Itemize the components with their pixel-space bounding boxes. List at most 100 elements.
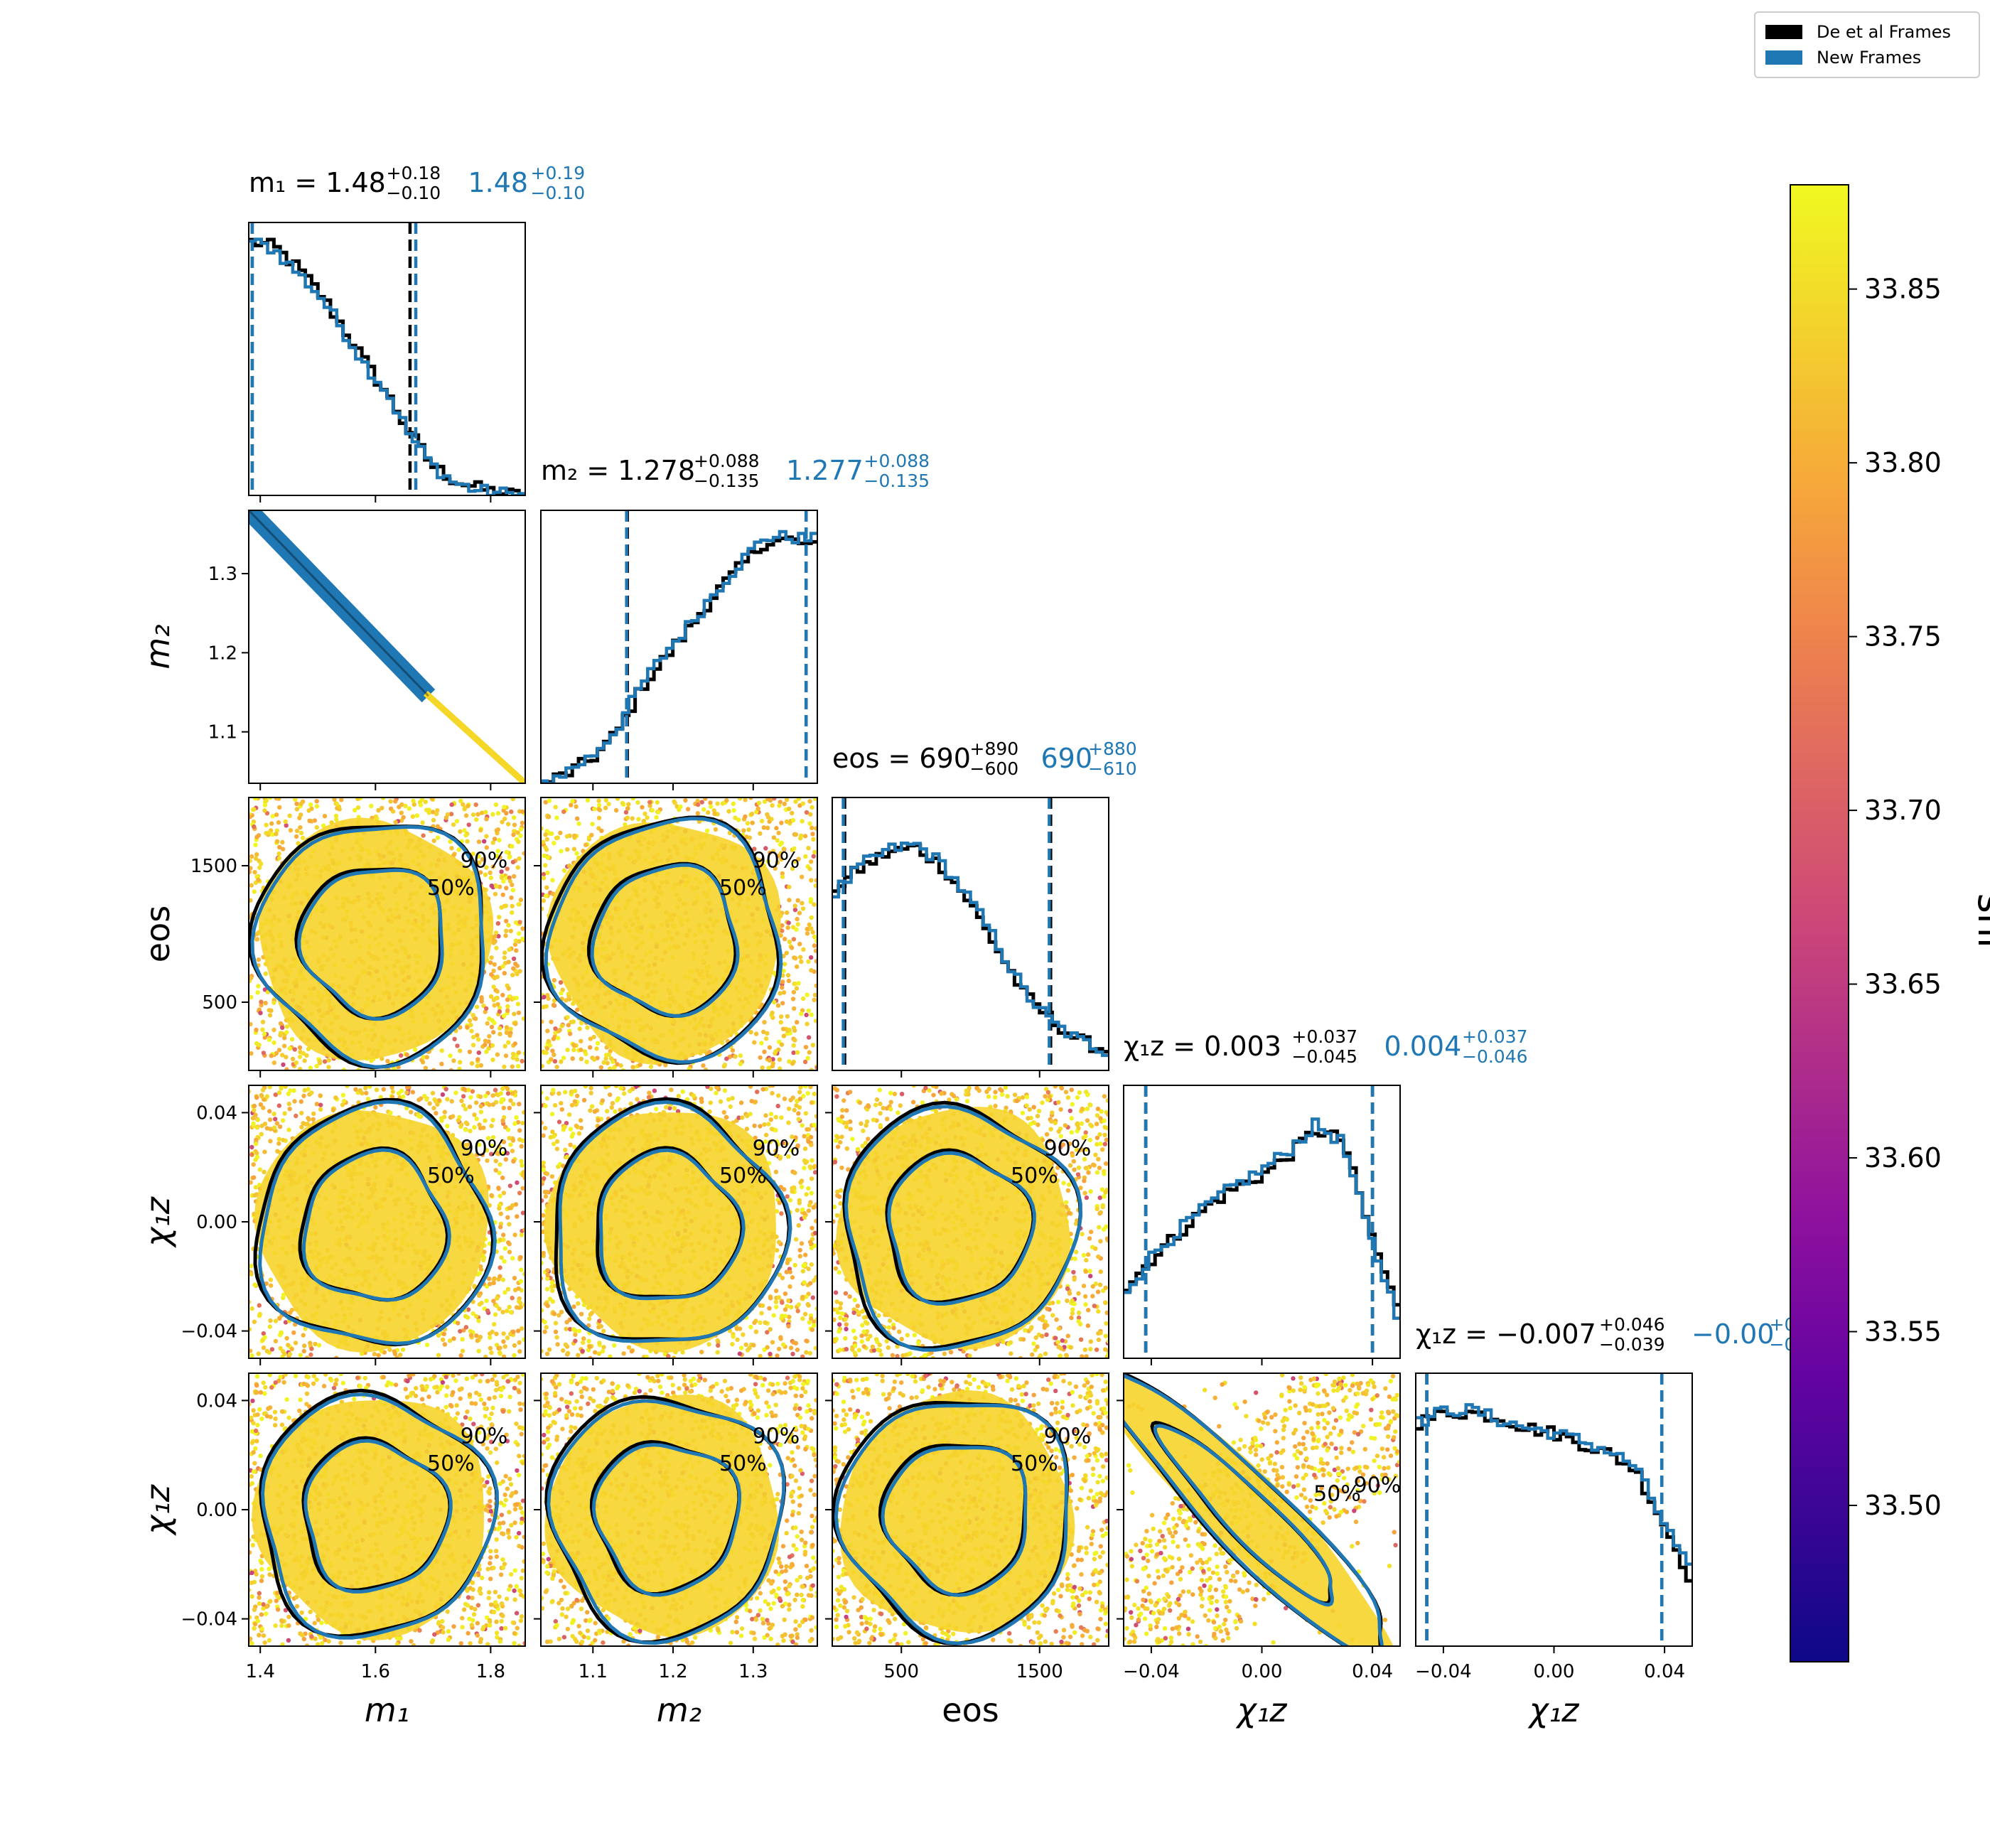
scatter-point [376, 1353, 381, 1358]
scatter-point [520, 936, 525, 942]
scatter-point [556, 1028, 561, 1033]
scatter-point [806, 1008, 812, 1014]
scatter-point [603, 805, 608, 810]
scatter-point [267, 1109, 272, 1114]
scatter-point [314, 1063, 319, 1069]
scatter-point [445, 1124, 450, 1129]
scatter-point [279, 1031, 284, 1036]
scatter-point [264, 822, 269, 827]
scatter-point [393, 820, 398, 825]
scatter-point [630, 1065, 635, 1070]
scatter-point [520, 1210, 525, 1215]
scatter-point [790, 866, 795, 871]
scatter-point [806, 846, 811, 851]
scatter-point [501, 1232, 506, 1237]
scatter-point [554, 1139, 560, 1144]
scatter-point [589, 832, 594, 838]
scatter-point [518, 827, 524, 832]
scatter-point [280, 1025, 285, 1031]
scatter-point [507, 854, 512, 860]
scatter-point [472, 1284, 477, 1289]
scatter-point [443, 815, 449, 820]
scatter-point [468, 1129, 473, 1134]
scatter-point [505, 1127, 511, 1132]
mass-band-yellow [423, 690, 525, 783]
scatter-point [806, 1267, 812, 1272]
scatter-point [565, 1015, 570, 1020]
scatter-point [512, 1011, 517, 1016]
scatter-point [317, 1058, 323, 1064]
scatter-point [458, 1353, 463, 1358]
scatter-point [508, 1098, 513, 1103]
scatter-point [398, 1353, 403, 1358]
scatter-point [795, 1020, 800, 1025]
scatter-point [560, 1023, 565, 1028]
scatter-point [545, 1272, 550, 1278]
scatter-point [501, 1331, 506, 1336]
scatter-point [339, 797, 344, 802]
scatter-point [301, 1348, 306, 1354]
scatter-point [481, 1257, 486, 1263]
scatter-point [501, 1354, 507, 1358]
scatter-point [267, 1085, 272, 1090]
scatter-point [507, 879, 513, 884]
scatter-point [492, 1276, 497, 1282]
scatter-point [467, 1142, 472, 1147]
scatter-point [512, 1343, 517, 1348]
scatter-point [564, 998, 569, 1003]
contour-label: 90% [753, 848, 800, 873]
histogram-panel-5 [1416, 1373, 1692, 1646]
scatter-point [695, 802, 701, 807]
scatter-point [765, 1330, 770, 1335]
scatter-point [490, 1057, 495, 1063]
scatter-point [508, 1142, 513, 1147]
scatter-point [378, 1095, 383, 1100]
scatter-point [808, 812, 813, 817]
scatter-point [485, 1021, 490, 1026]
scatter-point [511, 1102, 516, 1107]
scatter-point [803, 854, 808, 859]
scatter-point [456, 847, 461, 852]
scatter-point [442, 1110, 447, 1114]
histogram-panel-2 [541, 510, 817, 783]
scatter-point [592, 807, 597, 812]
scatter-point [498, 1274, 502, 1279]
scatter-point [787, 1059, 792, 1064]
scatter-point [518, 1279, 524, 1284]
scatter-point [770, 849, 776, 854]
scatter-point [512, 1232, 517, 1237]
scatter-point [597, 807, 603, 812]
scatter-point [772, 797, 777, 801]
scatter-point [294, 801, 299, 807]
scatter-point [283, 1085, 288, 1089]
scatter-point [281, 1062, 286, 1068]
scatter-point [502, 1246, 507, 1251]
scatter-point [488, 960, 493, 965]
scatter-point [269, 1053, 274, 1058]
scatter-point [436, 1353, 441, 1358]
scatter-point [500, 964, 505, 969]
scatter-point [778, 991, 782, 996]
scatter-point [255, 1117, 260, 1122]
scatter-point [511, 966, 516, 971]
scatter-point [795, 916, 800, 922]
scatter-point [392, 1067, 397, 1070]
scatter-point [510, 1055, 516, 1060]
scatter-point [752, 1040, 757, 1045]
scatter-point [542, 853, 547, 859]
scatter-point [504, 918, 509, 924]
scatter-point [260, 1087, 266, 1092]
histogram-panel-3 [832, 797, 1109, 1070]
scatter-point [593, 1350, 598, 1355]
scatter-point [715, 1350, 720, 1355]
scatter-point [494, 1303, 499, 1309]
scatter-point [389, 1085, 394, 1090]
scatter-point [581, 1336, 586, 1341]
scatter-point [493, 1312, 498, 1317]
scatter-point [262, 1031, 267, 1037]
scatter-point [561, 868, 567, 874]
scatter-point [574, 851, 579, 856]
scatter-point [251, 1175, 257, 1180]
scatter-point [812, 902, 817, 907]
scatter-point [460, 1337, 465, 1342]
